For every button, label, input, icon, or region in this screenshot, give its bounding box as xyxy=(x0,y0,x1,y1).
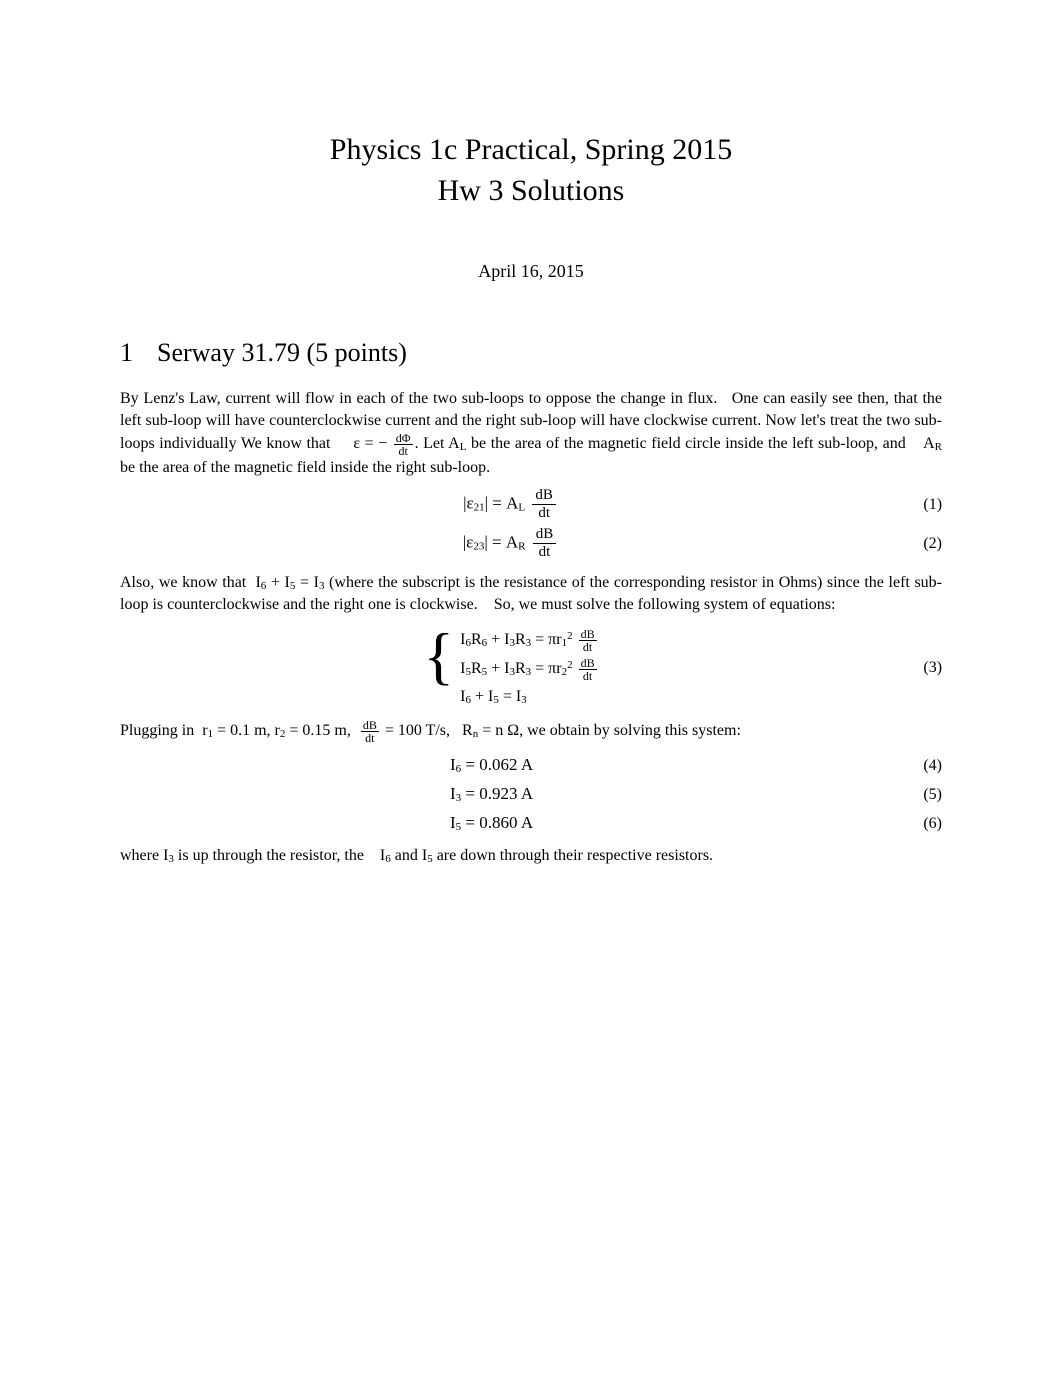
paragraph-4: where I3 is up through the resistor, the… xyxy=(120,845,942,867)
section-title: Serway 31.79 (5 points) xyxy=(157,338,407,367)
frac-dphi-dt: dΦdt xyxy=(394,432,413,457)
equation-6: I5 = 0.860 A (6) xyxy=(120,812,942,835)
p1-text-c: be the area of the magnetic field circle… xyxy=(466,435,934,452)
frac-dB-dt-inline: dBdt xyxy=(361,719,379,744)
eq4-body: I6 = 0.062 A xyxy=(450,754,560,777)
eq5-body: I3 = 0.923 A xyxy=(450,783,560,806)
equation-5: I3 = 0.923 A (5) xyxy=(120,783,942,806)
eq6-body: I5 = 0.860 A xyxy=(450,812,560,835)
p1-text-d: be the area of the magnetic field inside… xyxy=(120,459,490,476)
paragraph-3: Plugging in r1 = 0.1 m, r2 = 0.15 m, dBd… xyxy=(120,719,942,744)
document-date: April 16, 2015 xyxy=(120,259,942,283)
paragraph-1: By Lenz's Law, current will flow in each… xyxy=(120,388,942,478)
sys-row-1: I6R6 + I3R3 = πr12 dBdt xyxy=(460,626,598,655)
sys-row-2: I5R5 + I3R3 = πr22 dBdt xyxy=(460,655,598,684)
equation-1: |ε21| = AL dBdt (1) xyxy=(120,488,942,521)
eq1-body: |ε21| = AL dBdt xyxy=(463,488,559,521)
equation-4: I6 = 0.062 A (4) xyxy=(120,754,942,777)
eq3-number: (3) xyxy=(902,657,942,679)
eq2-body: |ε23| = AR dBdt xyxy=(463,527,559,560)
equation-2: |ε23| = AR dBdt (2) xyxy=(120,527,942,560)
frac-dB-dt: dBdt xyxy=(533,527,557,560)
section-number: 1 xyxy=(120,335,133,370)
sub-R: R xyxy=(935,441,942,453)
paragraph-2: Also, we know that I6 + I5 = I3 (where t… xyxy=(120,572,942,615)
title-block: Physics 1c Practical, Spring 2015 Hw 3 S… xyxy=(120,130,942,211)
system-rows: I6R6 + I3R3 = πr12 dBdt I5R5 + I3R3 = πr… xyxy=(460,626,598,710)
eq4-number: (4) xyxy=(902,755,942,777)
p1-text-b: . Let A xyxy=(415,435,460,452)
title-line-2: Hw 3 Solutions xyxy=(120,171,942,212)
eq6-number: (6) xyxy=(902,813,942,835)
result-equations: I6 = 0.062 A (4) I3 = 0.923 A (5) I5 = 0… xyxy=(120,754,942,835)
equation-system-3: { I6R6 + I3R3 = πr12 dBdt I5R5 + I3R3 = … xyxy=(120,626,942,710)
eq1-number: (1) xyxy=(902,494,942,516)
frac-dB-dt: dBdt xyxy=(532,488,556,521)
eq3-body: { I6R6 + I3R3 = πr12 dBdt I5R5 + I3R3 = … xyxy=(423,626,598,710)
title-line-1: Physics 1c Practical, Spring 2015 xyxy=(120,130,942,171)
sys-row-3: I6 + I5 = I3 xyxy=(460,684,598,710)
eq2-number: (2) xyxy=(902,533,942,555)
section-heading: 1 Serway 31.79 (5 points) xyxy=(120,335,942,370)
left-brace: { xyxy=(423,624,454,708)
eq5-number: (5) xyxy=(902,784,942,806)
